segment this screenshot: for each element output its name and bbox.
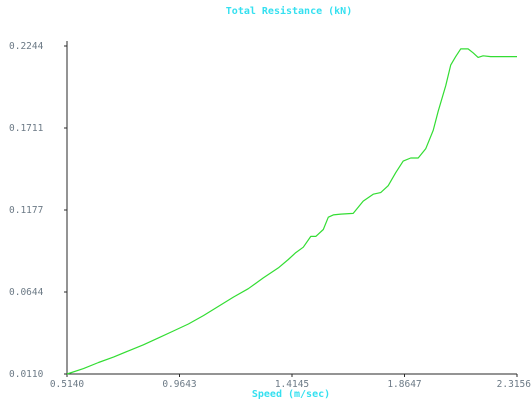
y-tick-label: 0.1711 [9,123,44,134]
x-axis-label: Speed (m/sec) [252,389,330,400]
x-tick-label: 0.9643 [162,379,196,390]
chart-title: Total Resistance (kN) [226,5,352,17]
y-tick-label: 0.0110 [9,369,44,380]
y-tick-label: 0.1177 [9,205,43,216]
x-tick-label: 0.5140 [50,379,85,390]
x-axis-ticks: 0.5140 0.9643 1.4145 1.8647 2.3156 [50,374,531,390]
series-line [66,48,517,375]
y-tick-label: 0.0644 [9,287,44,298]
x-tick-label: 1.4145 [275,379,309,390]
y-axis-ticks: 0.2244 0.1711 0.1177 0.0644 0.0110 [9,41,67,380]
x-tick-label: 1.8647 [387,379,421,390]
y-tick-label: 0.2244 [9,41,44,52]
x-tick-label: 2.3156 [497,379,532,390]
